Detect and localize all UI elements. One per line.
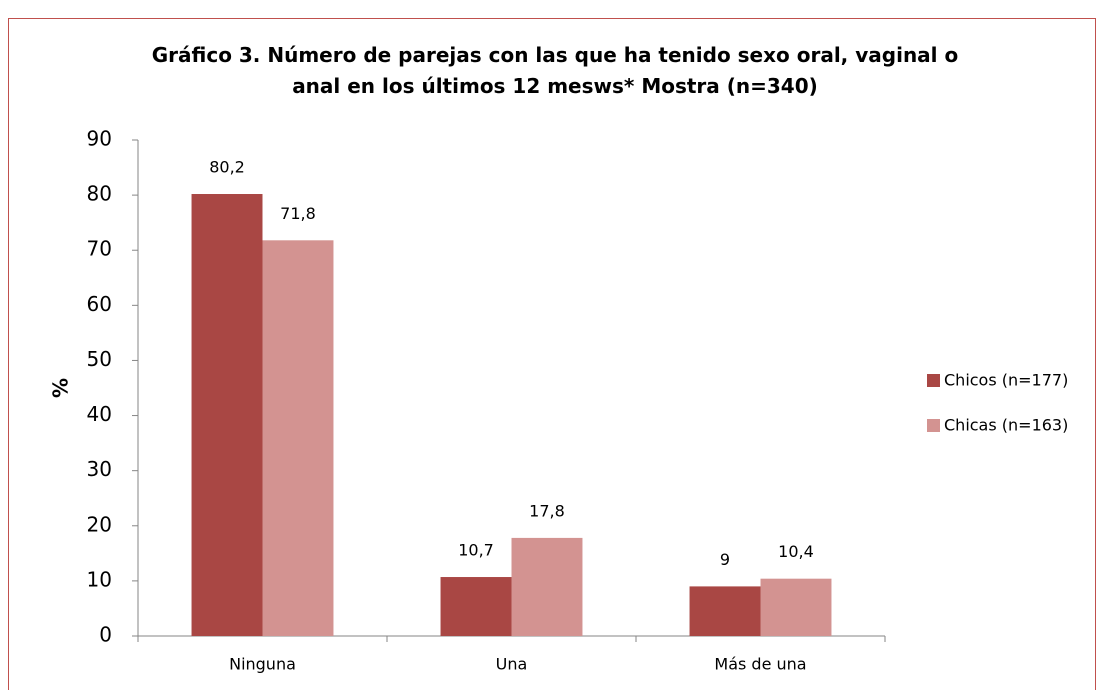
legend-swatch: [927, 374, 940, 387]
y-tick-label: 20: [87, 512, 112, 536]
x-tick-label: Ninguna: [229, 655, 296, 674]
value-label: 9: [720, 550, 730, 569]
bar: [262, 240, 334, 636]
y-tick-label: 10: [87, 567, 112, 591]
y-tick-label: 90: [87, 127, 112, 151]
x-tick-label: Más de una: [714, 655, 806, 674]
y-tick-label: 80: [87, 182, 112, 206]
y-tick-label: 40: [87, 402, 112, 426]
legend-label: Chicas (n=163): [944, 416, 1068, 435]
value-label: 10,4: [778, 542, 814, 561]
y-tick-label: 30: [87, 457, 112, 481]
bar: [689, 586, 761, 636]
y-tick-label: 0: [99, 623, 112, 647]
value-label: 80,2: [209, 158, 245, 177]
value-label: 71,8: [280, 204, 316, 223]
legend-swatch: [927, 419, 940, 432]
bar: [191, 194, 263, 636]
frame: [8, 18, 1096, 690]
x-tick-label: Una: [496, 655, 528, 674]
value-label: 17,8: [529, 501, 565, 520]
y-tick-label: 70: [87, 237, 112, 261]
y-tick-label: 60: [87, 292, 112, 316]
y-tick-label: 50: [87, 347, 112, 371]
legend-label: Chicos (n=177): [944, 371, 1068, 390]
y-axis-label: %: [49, 378, 73, 398]
bar: [440, 577, 512, 636]
bar: [511, 537, 583, 636]
chart-title: Gráfico 3. Número de parejas con las que…: [151, 43, 959, 98]
value-label: 10,7: [458, 541, 494, 560]
bar: [760, 578, 832, 636]
